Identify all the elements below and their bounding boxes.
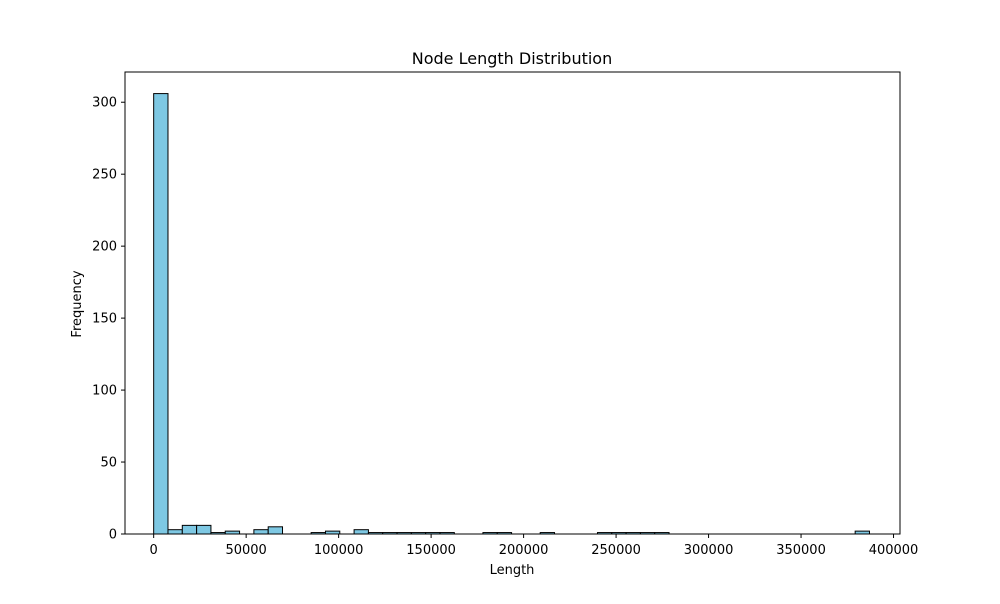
histogram-bar: [153, 93, 169, 535]
x-tick-label: 0: [150, 543, 158, 558]
histogram-bar: [181, 524, 198, 535]
x-tick-label: 350000: [776, 543, 826, 558]
y-tick-label: 250: [92, 168, 117, 183]
x-tick-label: 50000: [225, 543, 266, 558]
histogram-bar: [267, 526, 284, 535]
y-tick-label: 200: [92, 240, 117, 255]
plot-frame: [124, 71, 901, 535]
x-axis-label: Length: [490, 563, 535, 578]
axes-layer: 0 50000 100000 150000 200000 250000 300000 3500…: [92, 71, 919, 558]
y-tick-label: 100: [92, 384, 117, 399]
y-axis-label: Frequency: [70, 270, 85, 337]
histogram-bar: [196, 524, 212, 535]
y-tick-label: 0: [109, 528, 117, 543]
x-tick-label: 250000: [591, 543, 641, 558]
chart-title: Node Length Distribution: [412, 49, 612, 68]
x-tick-label: 150000: [406, 543, 456, 558]
y-tick-label: 50: [100, 456, 117, 471]
x-tick-label: 400000: [869, 543, 919, 558]
x-tick-label: 100000: [314, 543, 364, 558]
x-tick-label: 200000: [499, 543, 549, 558]
x-tick-label: 300000: [684, 543, 734, 558]
histogram-bar: [353, 529, 369, 535]
y-tick-label: 300: [92, 96, 117, 111]
y-tick-label: 150: [92, 312, 117, 327]
histogram-bar: [253, 529, 269, 535]
histogram-bar: [167, 529, 183, 535]
bars-layer: [153, 93, 870, 535]
